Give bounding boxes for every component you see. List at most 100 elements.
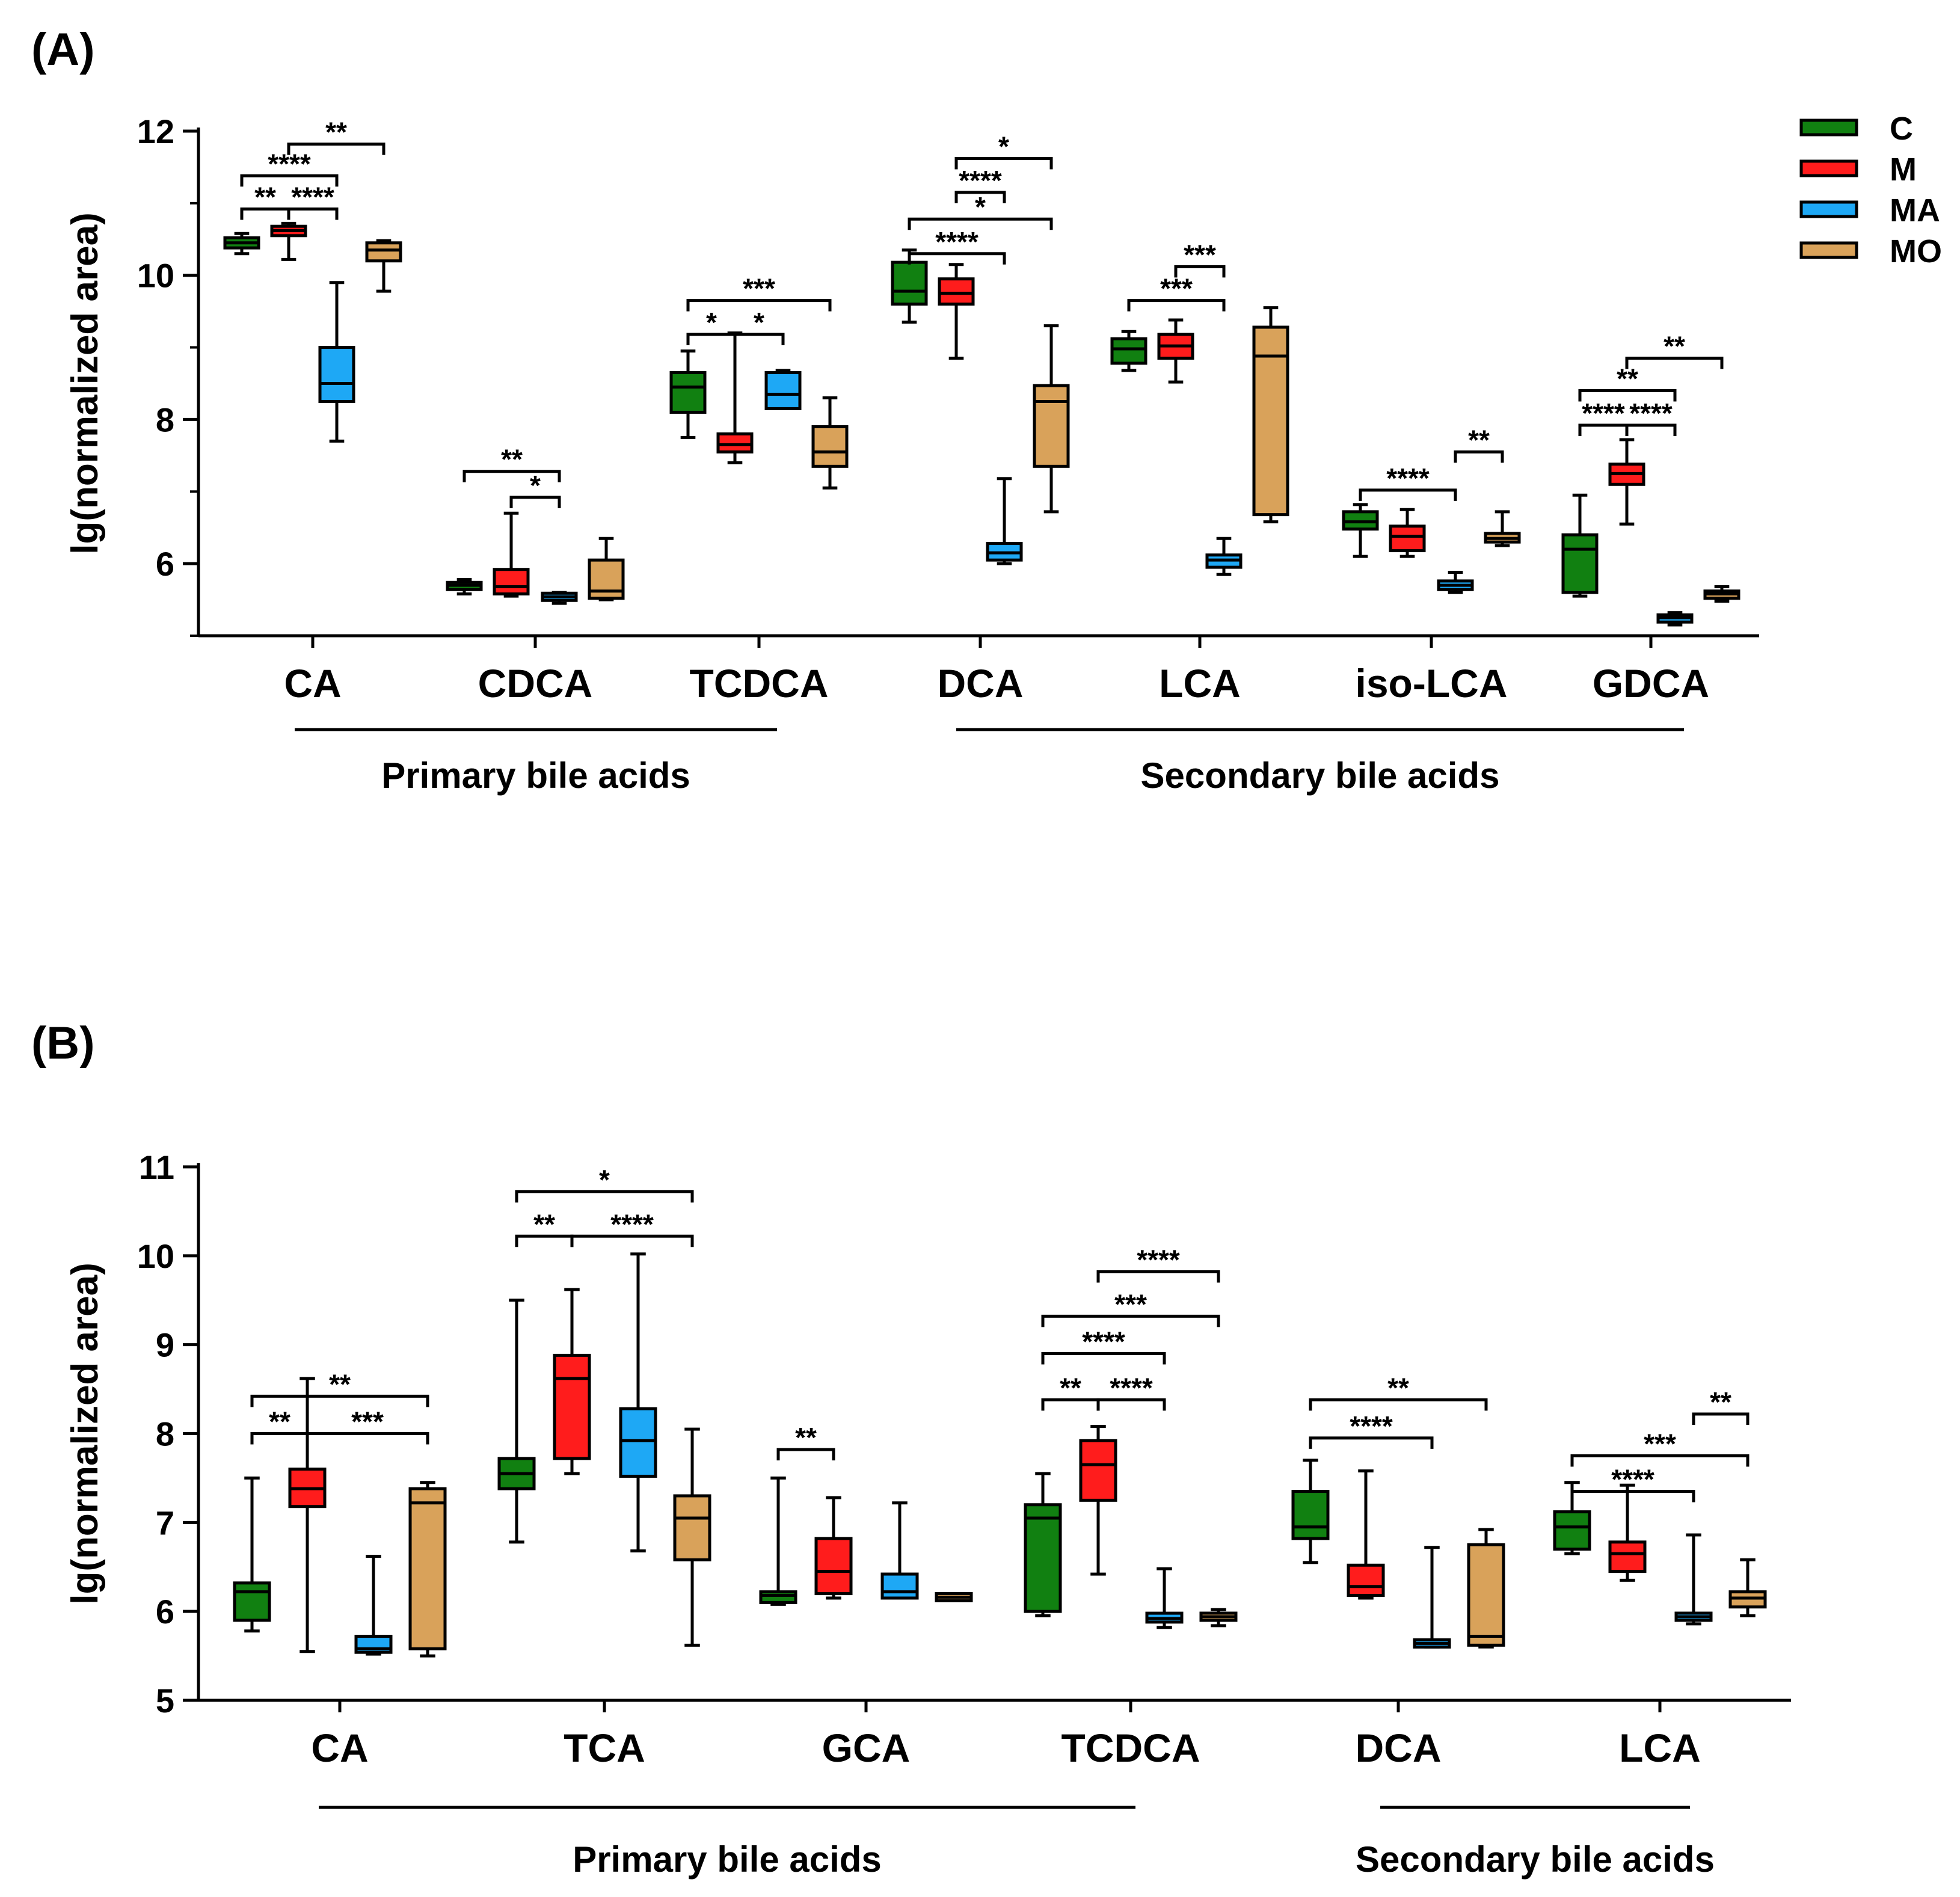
sig-line — [240, 174, 339, 187]
sig-bracket: ** — [776, 1422, 835, 1461]
box-tcdca-mo — [1199, 1608, 1238, 1628]
sig-label: **** — [1110, 1372, 1153, 1403]
sig-label: *** — [1160, 273, 1193, 304]
sig-line — [1096, 1270, 1220, 1283]
box-gca-ma — [880, 1501, 919, 1600]
box-iqr — [764, 371, 802, 410]
box-iso-lca-m — [1389, 508, 1426, 558]
box-iqr — [1110, 337, 1147, 365]
sig-line — [250, 1394, 429, 1407]
sig-label: ** — [325, 117, 347, 148]
sig-bracket: *** — [1041, 1288, 1220, 1327]
box-gca-m — [814, 1496, 853, 1600]
legend-swatch — [1799, 118, 1858, 137]
sig-line — [1041, 1314, 1220, 1327]
box-ca-mo — [408, 1481, 447, 1658]
sig-label: * — [599, 1164, 610, 1195]
sig-label: **** — [291, 181, 334, 212]
box-cdca-m — [493, 511, 530, 598]
legend-item-mo: MO — [1799, 233, 1942, 269]
box-iqr — [493, 568, 530, 595]
sig-bracket: *** — [1570, 1428, 1750, 1467]
sig-label: **** — [1082, 1326, 1125, 1357]
sig-line — [954, 191, 1006, 203]
box-dca-c — [891, 248, 928, 324]
box-ca-ma — [354, 1555, 393, 1656]
box-iqr — [759, 1590, 797, 1604]
y-tick-label: 11 — [139, 1148, 174, 1186]
sig-label: ** — [1710, 1386, 1731, 1418]
box-cdca-ma — [541, 591, 578, 605]
box-lca-ma — [1674, 1533, 1713, 1626]
sig-bracket: **** — [1041, 1326, 1166, 1365]
sig-label: ** — [1387, 1372, 1409, 1403]
sig-label: *** — [743, 273, 775, 304]
sig-line — [509, 496, 561, 508]
box-iqr — [1079, 1439, 1117, 1502]
sig-line — [287, 207, 339, 220]
legend-label: M — [1890, 152, 1917, 188]
sig-label: ** — [1060, 1372, 1081, 1403]
box-tcdca-c — [1024, 1472, 1062, 1618]
box-cdca-c — [446, 578, 483, 595]
sig-label: **** — [1137, 1244, 1180, 1275]
sig-line — [1309, 1398, 1488, 1411]
box-dca-ma — [986, 477, 1023, 565]
panel-a: (A) 6 8 10 12 lg(normalized area) CA CDCA TCDCA D… — [31, 24, 1942, 796]
x-tick-label-lca: LCA — [1159, 661, 1241, 706]
sig-line — [1625, 357, 1724, 369]
sig-line — [462, 470, 561, 482]
sig-line — [908, 217, 1053, 230]
box-iqr — [891, 260, 928, 306]
box-iso-lca-ma — [1437, 571, 1474, 594]
sig-bracket: **** — [287, 181, 339, 220]
legend: CM MA MO — [1799, 111, 1942, 269]
box-gca-mo — [935, 1592, 973, 1603]
box-tca-ma — [619, 1252, 657, 1553]
sig-bracket: * — [908, 191, 1053, 230]
group-label-secondary-bile-acids: Secondary bile acids — [1356, 1839, 1715, 1880]
sig-bracket: ** — [1625, 331, 1724, 369]
box-iqr — [1608, 1540, 1647, 1573]
sig-label: ** — [501, 444, 523, 475]
sig-bracket: * — [954, 131, 1053, 170]
sig-bracket: **** — [1570, 1464, 1695, 1502]
box-dca-mo — [1467, 1528, 1505, 1649]
sig-bracket: ** — [250, 1406, 309, 1445]
y-tick-label: 9 — [156, 1326, 174, 1364]
sig-label: ** — [269, 1406, 290, 1437]
legend-item-c: C — [1799, 111, 1913, 147]
box-iqr — [669, 371, 707, 414]
sig-line — [1041, 1351, 1166, 1365]
sig-line — [306, 1432, 429, 1445]
box-iqr — [1467, 1543, 1505, 1647]
box-iqr — [1389, 524, 1426, 553]
box-iqr — [716, 432, 754, 453]
sig-label: *** — [1644, 1428, 1676, 1459]
box-iqr — [811, 425, 849, 468]
box-gdca-ma — [1656, 611, 1694, 627]
y-tick-label: 7 — [156, 1504, 174, 1542]
sig-bracket: **** — [1309, 1410, 1434, 1449]
y-axis-title: lg(normalized area) — [64, 1262, 106, 1604]
x-tick-label-gca: GCA — [822, 1726, 911, 1770]
panel-label: (B) — [31, 1018, 95, 1069]
sig-label: *** — [351, 1406, 384, 1437]
sig-line — [686, 299, 832, 312]
box-tcdca-m — [716, 331, 754, 464]
sig-label: ** — [254, 181, 276, 212]
box-iso-lca-c — [1342, 503, 1379, 558]
box-iqr — [1347, 1563, 1385, 1597]
sig-label: ** — [795, 1422, 817, 1453]
box-iqr — [1033, 384, 1070, 468]
box-lca-mo — [1252, 306, 1289, 524]
panel-b: (B) 5 6 7 8 9 10 11 lg(normalized area) CA TCA GCA T… — [31, 1018, 1791, 1880]
legend-label: MO — [1890, 233, 1942, 269]
sig-line — [570, 1234, 694, 1247]
sig-line — [776, 1448, 835, 1461]
sig-bracket: * — [686, 307, 737, 345]
sig-line — [1454, 450, 1504, 463]
y-tick-label: 10 — [137, 1237, 174, 1275]
box-tca-m — [553, 1288, 591, 1475]
